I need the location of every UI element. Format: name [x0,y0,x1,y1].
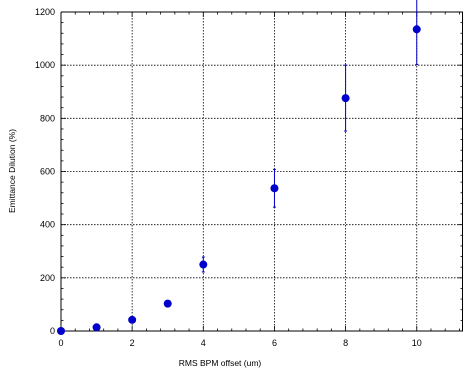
y-tick-label: 600 [40,167,55,177]
data-point [270,184,279,193]
x-tick-label: 8 [343,338,348,348]
data-points [57,25,421,335]
data-point [412,25,421,34]
y-tick-label: 1000 [35,60,55,70]
x-tick-labels: 0 2 4 6 8 10 [58,338,421,348]
data-point [128,315,137,324]
y-tick-label: 200 [40,273,55,283]
data-point [341,94,350,103]
y-tick-label: 1200 [35,7,55,17]
y-tick-label: 400 [40,220,55,230]
x-tick-label: 2 [130,338,135,348]
x-tick-label: 10 [412,338,422,348]
x-tick-label: 6 [272,338,277,348]
x-tick-label: 4 [201,338,206,348]
y-tick-label: 0 [50,326,55,336]
data-point [199,260,208,269]
y-axis-label: Emittance Dilution (%) [7,129,17,213]
y-tick-labels: 0 200 400 600 800 1000 1200 [35,7,55,336]
data-point [92,323,101,332]
x-axis-label: RMS BPM offset (um) [179,358,262,368]
y-tick-label: 800 [40,113,55,123]
data-point [57,327,65,335]
x-tick-label: 0 [58,338,63,348]
data-point [163,299,172,308]
